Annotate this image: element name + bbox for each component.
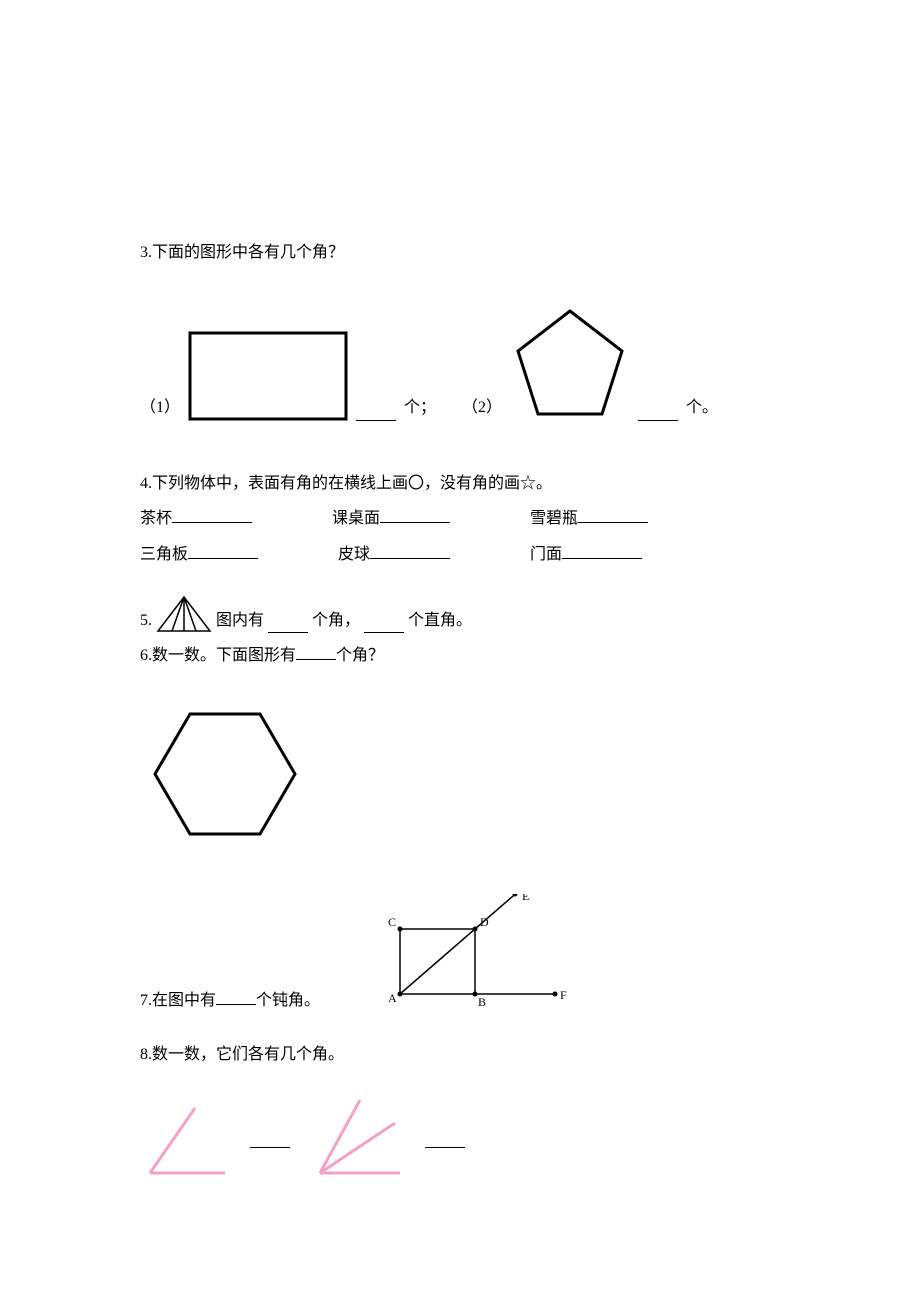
label-desktop: 课桌面	[332, 506, 380, 532]
q4-blank-bottle[interactable]	[578, 506, 648, 523]
label-C: C	[388, 915, 396, 929]
q3-blank-2[interactable]	[638, 404, 678, 421]
question-4: 4.下列物体中，表面有角的在横线上画〇，没有角的画☆。 茶杯 课桌面 雪碧瓶 三…	[140, 471, 780, 568]
label-bottle: 雪碧瓶	[530, 506, 578, 532]
q8-blank-2[interactable]	[425, 1131, 465, 1148]
q4-blank-triangle-ruler[interactable]	[188, 542, 258, 559]
q5-blank-2[interactable]	[364, 616, 404, 633]
question-8: 8.数一数，它们各有几个角。	[140, 1042, 780, 1178]
q8-figures-row	[140, 1098, 780, 1178]
q3-unit1: 个；	[404, 395, 436, 421]
q6-blank[interactable]	[296, 643, 336, 660]
q5-blank-1[interactable]	[268, 616, 308, 633]
q6-prompt-line: 6.数一数。下面图形有 个角？	[140, 643, 780, 669]
q4-blank-desktop[interactable]	[380, 506, 450, 523]
single-angle-shape	[140, 1103, 230, 1178]
q7-text-a: 7.在图中有	[140, 992, 216, 1009]
rectangle-shape	[188, 331, 348, 421]
question-5: 5. 图内有 个角， 个直角。	[140, 595, 780, 633]
q3-part1-label: （1）	[140, 395, 180, 421]
q4-prompt: 4.下列物体中，表面有角的在横线上画〇，没有角的画☆。	[140, 471, 780, 497]
q7-blank[interactable]	[216, 988, 256, 1005]
label-ball: 皮球	[338, 542, 370, 568]
q5-text-b: 个角，	[312, 608, 360, 634]
label-triangle-ruler: 三角板	[140, 542, 188, 568]
q5-num: 5.	[140, 608, 152, 634]
q6-text-a: 6.数一数。下面图形有	[140, 647, 296, 664]
label-D: D	[480, 915, 489, 929]
q4-blank-door[interactable]	[562, 542, 642, 559]
label-teacup: 茶杯	[140, 506, 172, 532]
q4-item-triangle-ruler: 三角板	[140, 542, 258, 568]
q5-text-a: 图内有	[216, 608, 264, 634]
hexagon-shape	[150, 704, 780, 844]
q4-blank-teacup[interactable]	[172, 506, 252, 523]
q4-row1: 茶杯 课桌面 雪碧瓶	[140, 506, 780, 532]
label-B: B	[478, 995, 486, 1009]
question-7: 7.在图中有 个钝角。 A B	[140, 894, 780, 1014]
question-6: 6.数一数。下面图形有 个角？	[140, 643, 780, 844]
q6-text-b: 个角？	[336, 647, 384, 664]
q4-item-ball: 皮球	[338, 542, 450, 568]
label-A: A	[388, 991, 397, 1005]
q3-blank-1[interactable]	[356, 404, 396, 421]
q3-figures-row: （1） 个； （2） 个。	[140, 306, 780, 421]
q7-prompt-line: 7.在图中有 个钝角。	[140, 988, 320, 1014]
pentagon-shape	[510, 306, 630, 421]
q7-text-b: 个钝角。	[256, 992, 320, 1009]
triangle-with-segments-shape	[156, 595, 212, 633]
triple-ray-angle-shape	[310, 1098, 405, 1178]
square-diagonal-shape: A B C D E F	[380, 894, 580, 1014]
q5-text-c: 个直角。	[408, 608, 472, 634]
label-door: 门面	[530, 542, 562, 568]
q3-prompt: 3.下面的图形中各有几个角？	[140, 240, 780, 266]
q4-item-bottle: 雪碧瓶	[530, 506, 648, 532]
q3-part2-label: （2）	[462, 395, 502, 421]
label-F: F	[560, 988, 567, 1002]
question-3: 3.下面的图形中各有几个角？ （1） 个； （2） 个。	[140, 240, 780, 421]
q4-row2: 三角板 皮球 门面	[140, 542, 780, 568]
q4-blank-ball[interactable]	[370, 542, 450, 559]
q4-item-desktop: 课桌面	[332, 506, 450, 532]
q4-item-teacup: 茶杯	[140, 506, 252, 532]
q4-item-door: 门面	[530, 542, 642, 568]
label-E: E	[522, 894, 529, 903]
q3-unit2: 个。	[686, 395, 718, 421]
q8-blank-1[interactable]	[250, 1131, 290, 1148]
q8-prompt: 8.数一数，它们各有几个角。	[140, 1042, 780, 1068]
